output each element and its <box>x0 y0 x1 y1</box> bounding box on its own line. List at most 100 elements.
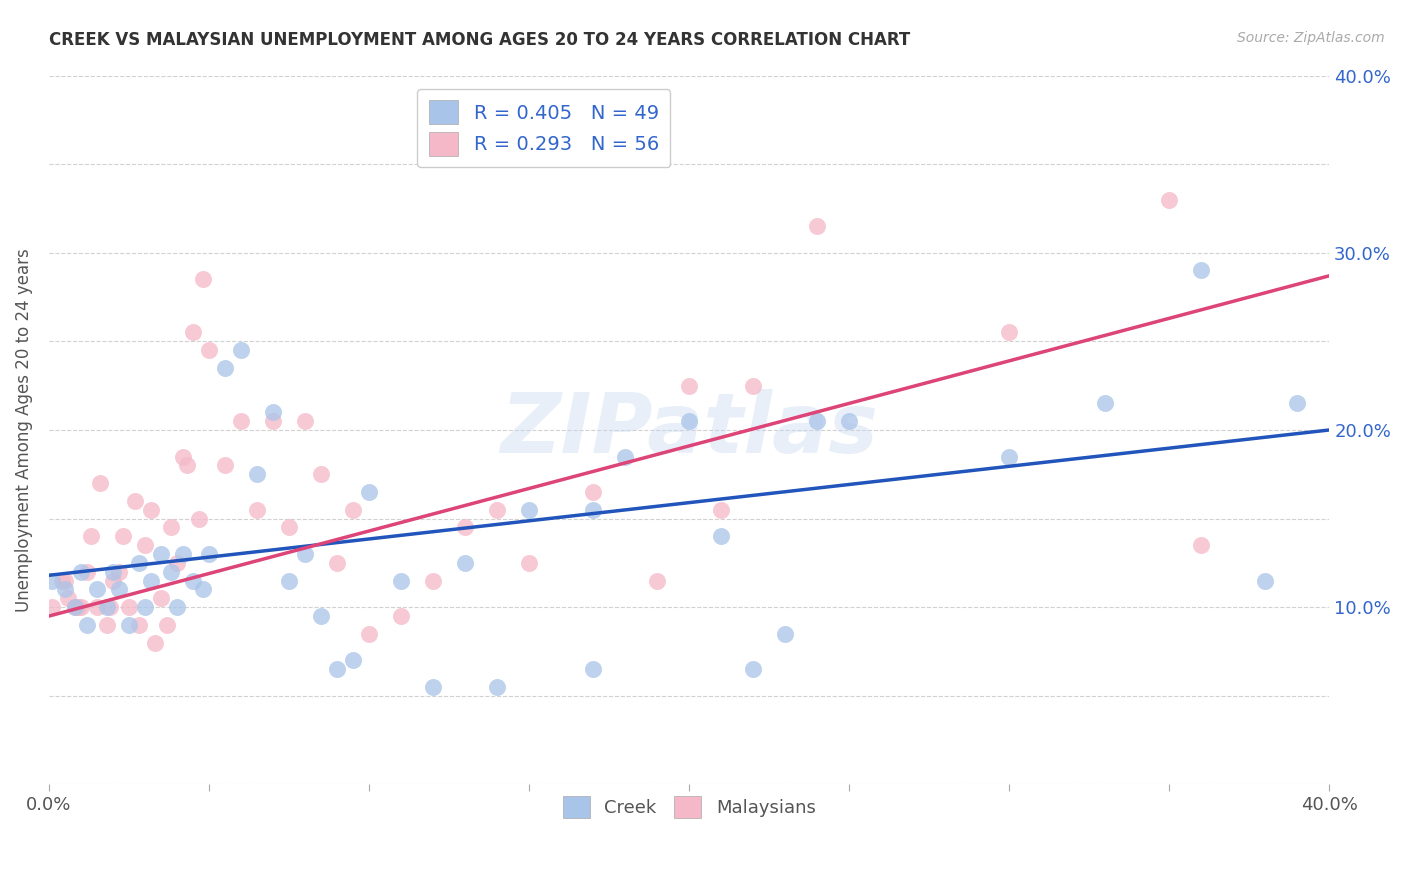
Point <box>51 574 73 588</box>
Point <box>176 458 198 473</box>
Point <box>66 600 89 615</box>
Point <box>141 574 163 588</box>
Point <box>614 450 637 464</box>
Point <box>422 680 444 694</box>
Point <box>262 414 284 428</box>
Point <box>79 529 101 543</box>
Point <box>118 618 141 632</box>
Point <box>188 511 211 525</box>
Point <box>486 680 509 694</box>
Point <box>357 485 380 500</box>
Point <box>342 653 364 667</box>
Point <box>582 502 605 516</box>
Point <box>229 343 252 358</box>
Point <box>128 556 150 570</box>
Point <box>773 627 796 641</box>
Point <box>357 627 380 641</box>
Point <box>53 574 76 588</box>
Point <box>181 574 204 588</box>
Point <box>76 565 98 579</box>
Point <box>1286 396 1309 410</box>
Point <box>806 219 828 234</box>
Point <box>141 502 163 516</box>
Point <box>134 538 156 552</box>
Point <box>118 600 141 615</box>
Point <box>159 565 181 579</box>
Point <box>111 529 134 543</box>
Point <box>214 458 236 473</box>
Point <box>1159 193 1181 207</box>
Point <box>582 485 605 500</box>
Point <box>124 494 146 508</box>
Point <box>198 343 221 358</box>
Point <box>108 582 131 597</box>
Point <box>1254 574 1277 588</box>
Point <box>101 574 124 588</box>
Point <box>742 662 765 676</box>
Point <box>143 635 166 649</box>
Point <box>76 618 98 632</box>
Point <box>389 609 412 624</box>
Point <box>229 414 252 428</box>
Point <box>998 326 1021 340</box>
Point <box>517 556 540 570</box>
Text: ZIPatlas: ZIPatlas <box>501 390 879 470</box>
Point <box>246 467 269 482</box>
Point <box>454 520 477 534</box>
Point <box>278 574 301 588</box>
Point <box>108 565 131 579</box>
Point <box>309 467 332 482</box>
Point <box>678 378 700 392</box>
Point <box>166 556 188 570</box>
Point <box>582 662 605 676</box>
Point <box>70 600 93 615</box>
Point <box>294 547 316 561</box>
Point <box>645 574 668 588</box>
Point <box>309 609 332 624</box>
Point <box>486 502 509 516</box>
Legend: Creek, Malaysians: Creek, Malaysians <box>555 789 823 825</box>
Point <box>70 565 93 579</box>
Point <box>422 574 444 588</box>
Point <box>41 574 63 588</box>
Point <box>150 591 173 606</box>
Point <box>678 414 700 428</box>
Point <box>742 378 765 392</box>
Point <box>246 502 269 516</box>
Point <box>198 547 221 561</box>
Point <box>98 600 121 615</box>
Point <box>159 520 181 534</box>
Point <box>294 414 316 428</box>
Point <box>134 600 156 615</box>
Text: CREEK VS MALAYSIAN UNEMPLOYMENT AMONG AGES 20 TO 24 YEARS CORRELATION CHART: CREEK VS MALAYSIAN UNEMPLOYMENT AMONG AG… <box>49 31 911 49</box>
Point <box>278 520 301 534</box>
Point <box>156 618 179 632</box>
Point <box>63 600 86 615</box>
Point <box>326 556 349 570</box>
Point <box>1189 263 1212 277</box>
Point <box>53 582 76 597</box>
Y-axis label: Unemployment Among Ages 20 to 24 years: Unemployment Among Ages 20 to 24 years <box>15 248 32 612</box>
Point <box>86 582 108 597</box>
Point <box>214 360 236 375</box>
Point <box>389 574 412 588</box>
Point <box>101 565 124 579</box>
Point <box>806 414 828 428</box>
Point <box>326 662 349 676</box>
Text: Source: ZipAtlas.com: Source: ZipAtlas.com <box>1237 31 1385 45</box>
Point <box>56 591 79 606</box>
Point <box>1189 538 1212 552</box>
Point <box>150 547 173 561</box>
Point <box>181 326 204 340</box>
Point <box>96 618 118 632</box>
Point <box>166 600 188 615</box>
Point <box>191 582 214 597</box>
Point <box>517 502 540 516</box>
Point <box>454 556 477 570</box>
Point <box>342 502 364 516</box>
Point <box>86 600 108 615</box>
Point <box>710 529 733 543</box>
Point <box>128 618 150 632</box>
Point <box>172 547 194 561</box>
Point <box>1094 396 1116 410</box>
